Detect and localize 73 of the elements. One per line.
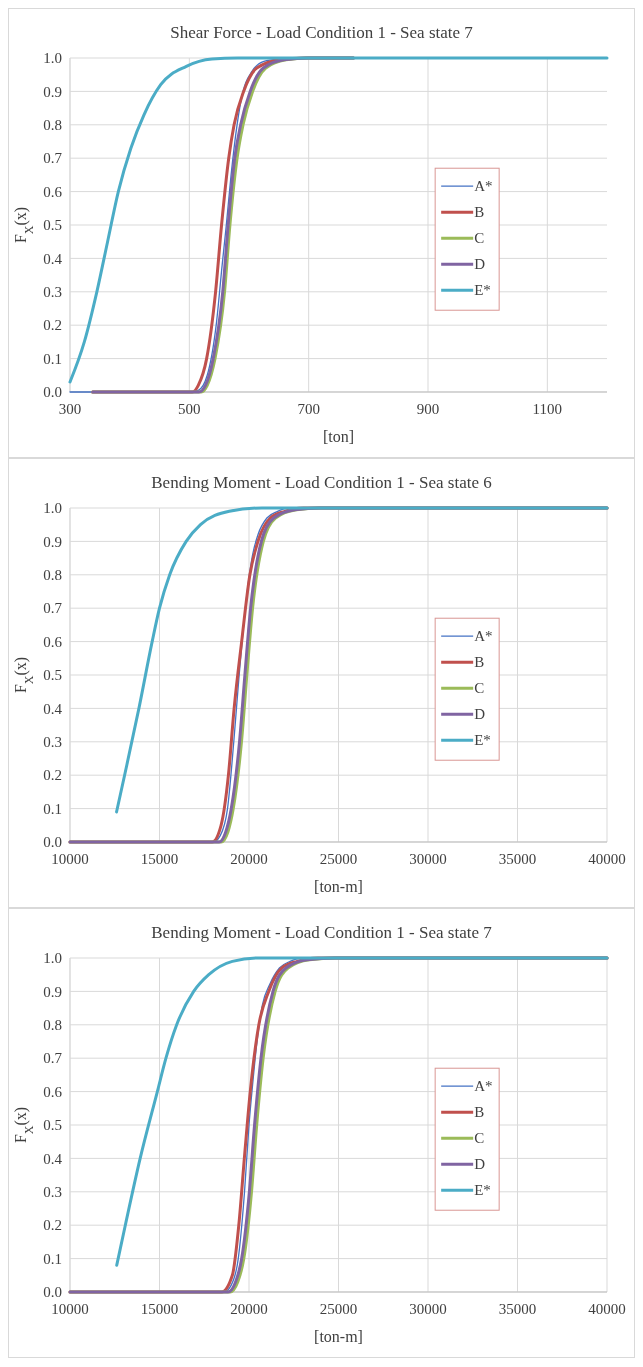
- x-axis-title: [ton]: [322, 428, 355, 445]
- y-tick-label: 0.2: [43, 317, 62, 334]
- y-tick-label: 0.4: [43, 700, 63, 717]
- y-tick-label: 1.0: [43, 950, 62, 967]
- legend-label: C: [474, 230, 485, 247]
- legend-label: E*: [474, 732, 491, 749]
- legend-label: D: [474, 1156, 486, 1173]
- y-tick-label: 0.0: [43, 384, 62, 401]
- x-tick-label: 500: [178, 401, 201, 417]
- y-tick-label: 0.0: [43, 1284, 62, 1301]
- x-tick-label: 10000: [51, 1301, 89, 1317]
- y-tick-label: 0.6: [43, 1083, 63, 1100]
- x-tick-label: 10000: [51, 851, 89, 867]
- x-tick-label: 25000: [319, 851, 358, 867]
- legend-label: C: [474, 680, 485, 697]
- y-tick-label: 0.8: [43, 117, 62, 134]
- y-tick-label: 0.2: [43, 1217, 62, 1234]
- y-tick-label: 0.1: [43, 1250, 62, 1267]
- y-tick-label: 0.5: [43, 1117, 62, 1134]
- x-axis-title: [ton-m]: [314, 878, 363, 895]
- chart-title: Bending Moment - Load Condition 1 - Sea state 7: [151, 923, 493, 942]
- y-tick-label: 0.6: [43, 183, 63, 200]
- y-tick-label: 0.4: [43, 1150, 63, 1167]
- legend-label: D: [474, 256, 486, 273]
- y-tick-label: 0.6: [43, 633, 63, 650]
- y-tick-label: 0.8: [43, 1017, 62, 1034]
- x-tick-label: 30000: [409, 1301, 447, 1317]
- x-tick-label: 40000: [588, 1301, 626, 1317]
- y-tick-label: 0.9: [43, 533, 62, 550]
- y-tick-label: 1.0: [43, 500, 62, 517]
- x-tick-label: 300: [58, 401, 82, 417]
- chart-title: Bending Moment - Load Condition 1 - Sea state 6: [151, 473, 492, 492]
- legend-label: E*: [474, 1182, 491, 1199]
- chart-title: Shear Force - Load Condition 1 - Sea state 7: [170, 23, 474, 42]
- y-tick-label: 0.3: [43, 734, 62, 751]
- y-tick-label: 0.7: [43, 150, 63, 167]
- y-tick-label: 0.7: [43, 600, 63, 617]
- y-tick-label: 0.3: [43, 284, 62, 301]
- legend-label: B: [474, 654, 485, 671]
- y-tick-label: 1.0: [43, 50, 62, 67]
- legend-label: D: [474, 706, 486, 723]
- y-tick-label: 0.0: [43, 834, 62, 851]
- x-tick-label: 15000: [140, 851, 179, 867]
- x-tick-label: 35000: [498, 851, 537, 867]
- x-axis-title: [ton-m]: [314, 1328, 363, 1345]
- y-tick-label: 0.3: [43, 1184, 62, 1201]
- y-tick-label: 0.9: [43, 83, 62, 100]
- legend-label: B: [474, 1104, 485, 1121]
- y-tick-label: 0.8: [43, 567, 62, 584]
- y-tick-label: 0.7: [43, 1050, 63, 1067]
- x-tick-label: 700: [297, 401, 320, 417]
- x-tick-label: 15000: [140, 1301, 179, 1317]
- x-tick-label: 1100: [532, 401, 563, 417]
- x-tick-label: 30000: [409, 851, 447, 867]
- legend-label: C: [474, 1130, 485, 1147]
- x-tick-label: 35000: [498, 1301, 537, 1317]
- x-tick-label: 20000: [230, 1301, 268, 1317]
- x-tick-label: 20000: [230, 851, 268, 867]
- x-tick-label: 900: [416, 401, 440, 417]
- y-tick-label: 0.1: [43, 350, 62, 367]
- y-tick-label: 0.5: [43, 217, 62, 234]
- y-tick-label: 0.2: [43, 767, 62, 784]
- legend-label: A*: [474, 628, 493, 645]
- y-tick-label: 0.4: [43, 250, 63, 267]
- x-tick-label: 25000: [319, 1301, 358, 1317]
- legend-label: A*: [474, 178, 493, 195]
- y-tick-label: 0.1: [43, 800, 62, 817]
- legend-label: B: [474, 204, 485, 221]
- y-tick-label: 0.5: [43, 667, 62, 684]
- x-tick-label: 40000: [588, 851, 626, 867]
- legend-label: E*: [474, 282, 491, 299]
- legend-label: A*: [474, 1078, 493, 1095]
- y-tick-label: 0.9: [43, 983, 62, 1000]
